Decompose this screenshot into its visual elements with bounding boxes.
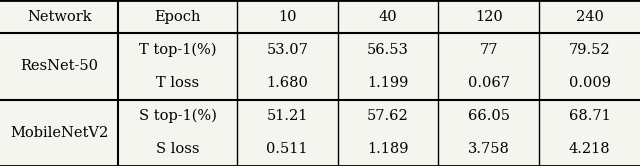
Text: 1.199: 1.199	[367, 76, 409, 90]
Text: 1.189: 1.189	[367, 142, 409, 156]
Text: 0.511: 0.511	[266, 142, 308, 156]
Text: Epoch: Epoch	[154, 10, 201, 24]
Text: 66.05: 66.05	[468, 109, 510, 123]
Text: T loss: T loss	[156, 76, 199, 90]
Text: S top-1(%): S top-1(%)	[139, 109, 216, 123]
Text: ResNet-50: ResNet-50	[20, 59, 98, 73]
Text: 77: 77	[479, 43, 498, 57]
Text: 0.067: 0.067	[468, 76, 510, 90]
Text: 40: 40	[379, 10, 397, 24]
Text: 4.218: 4.218	[569, 142, 611, 156]
Text: 3.758: 3.758	[468, 142, 509, 156]
Text: 1.680: 1.680	[266, 76, 308, 90]
Text: 120: 120	[475, 10, 502, 24]
Text: T top-1(%): T top-1(%)	[139, 43, 216, 57]
Text: S loss: S loss	[156, 142, 199, 156]
Text: 53.07: 53.07	[266, 43, 308, 57]
Text: 0.009: 0.009	[568, 76, 611, 90]
Text: 56.53: 56.53	[367, 43, 409, 57]
Text: 68.71: 68.71	[569, 109, 611, 123]
Text: 57.62: 57.62	[367, 109, 409, 123]
Text: 79.52: 79.52	[569, 43, 611, 57]
Text: 240: 240	[575, 10, 604, 24]
Text: MobileNetV2: MobileNetV2	[10, 126, 108, 140]
Text: 51.21: 51.21	[266, 109, 308, 123]
Text: 10: 10	[278, 10, 296, 24]
Text: Network: Network	[27, 10, 92, 24]
